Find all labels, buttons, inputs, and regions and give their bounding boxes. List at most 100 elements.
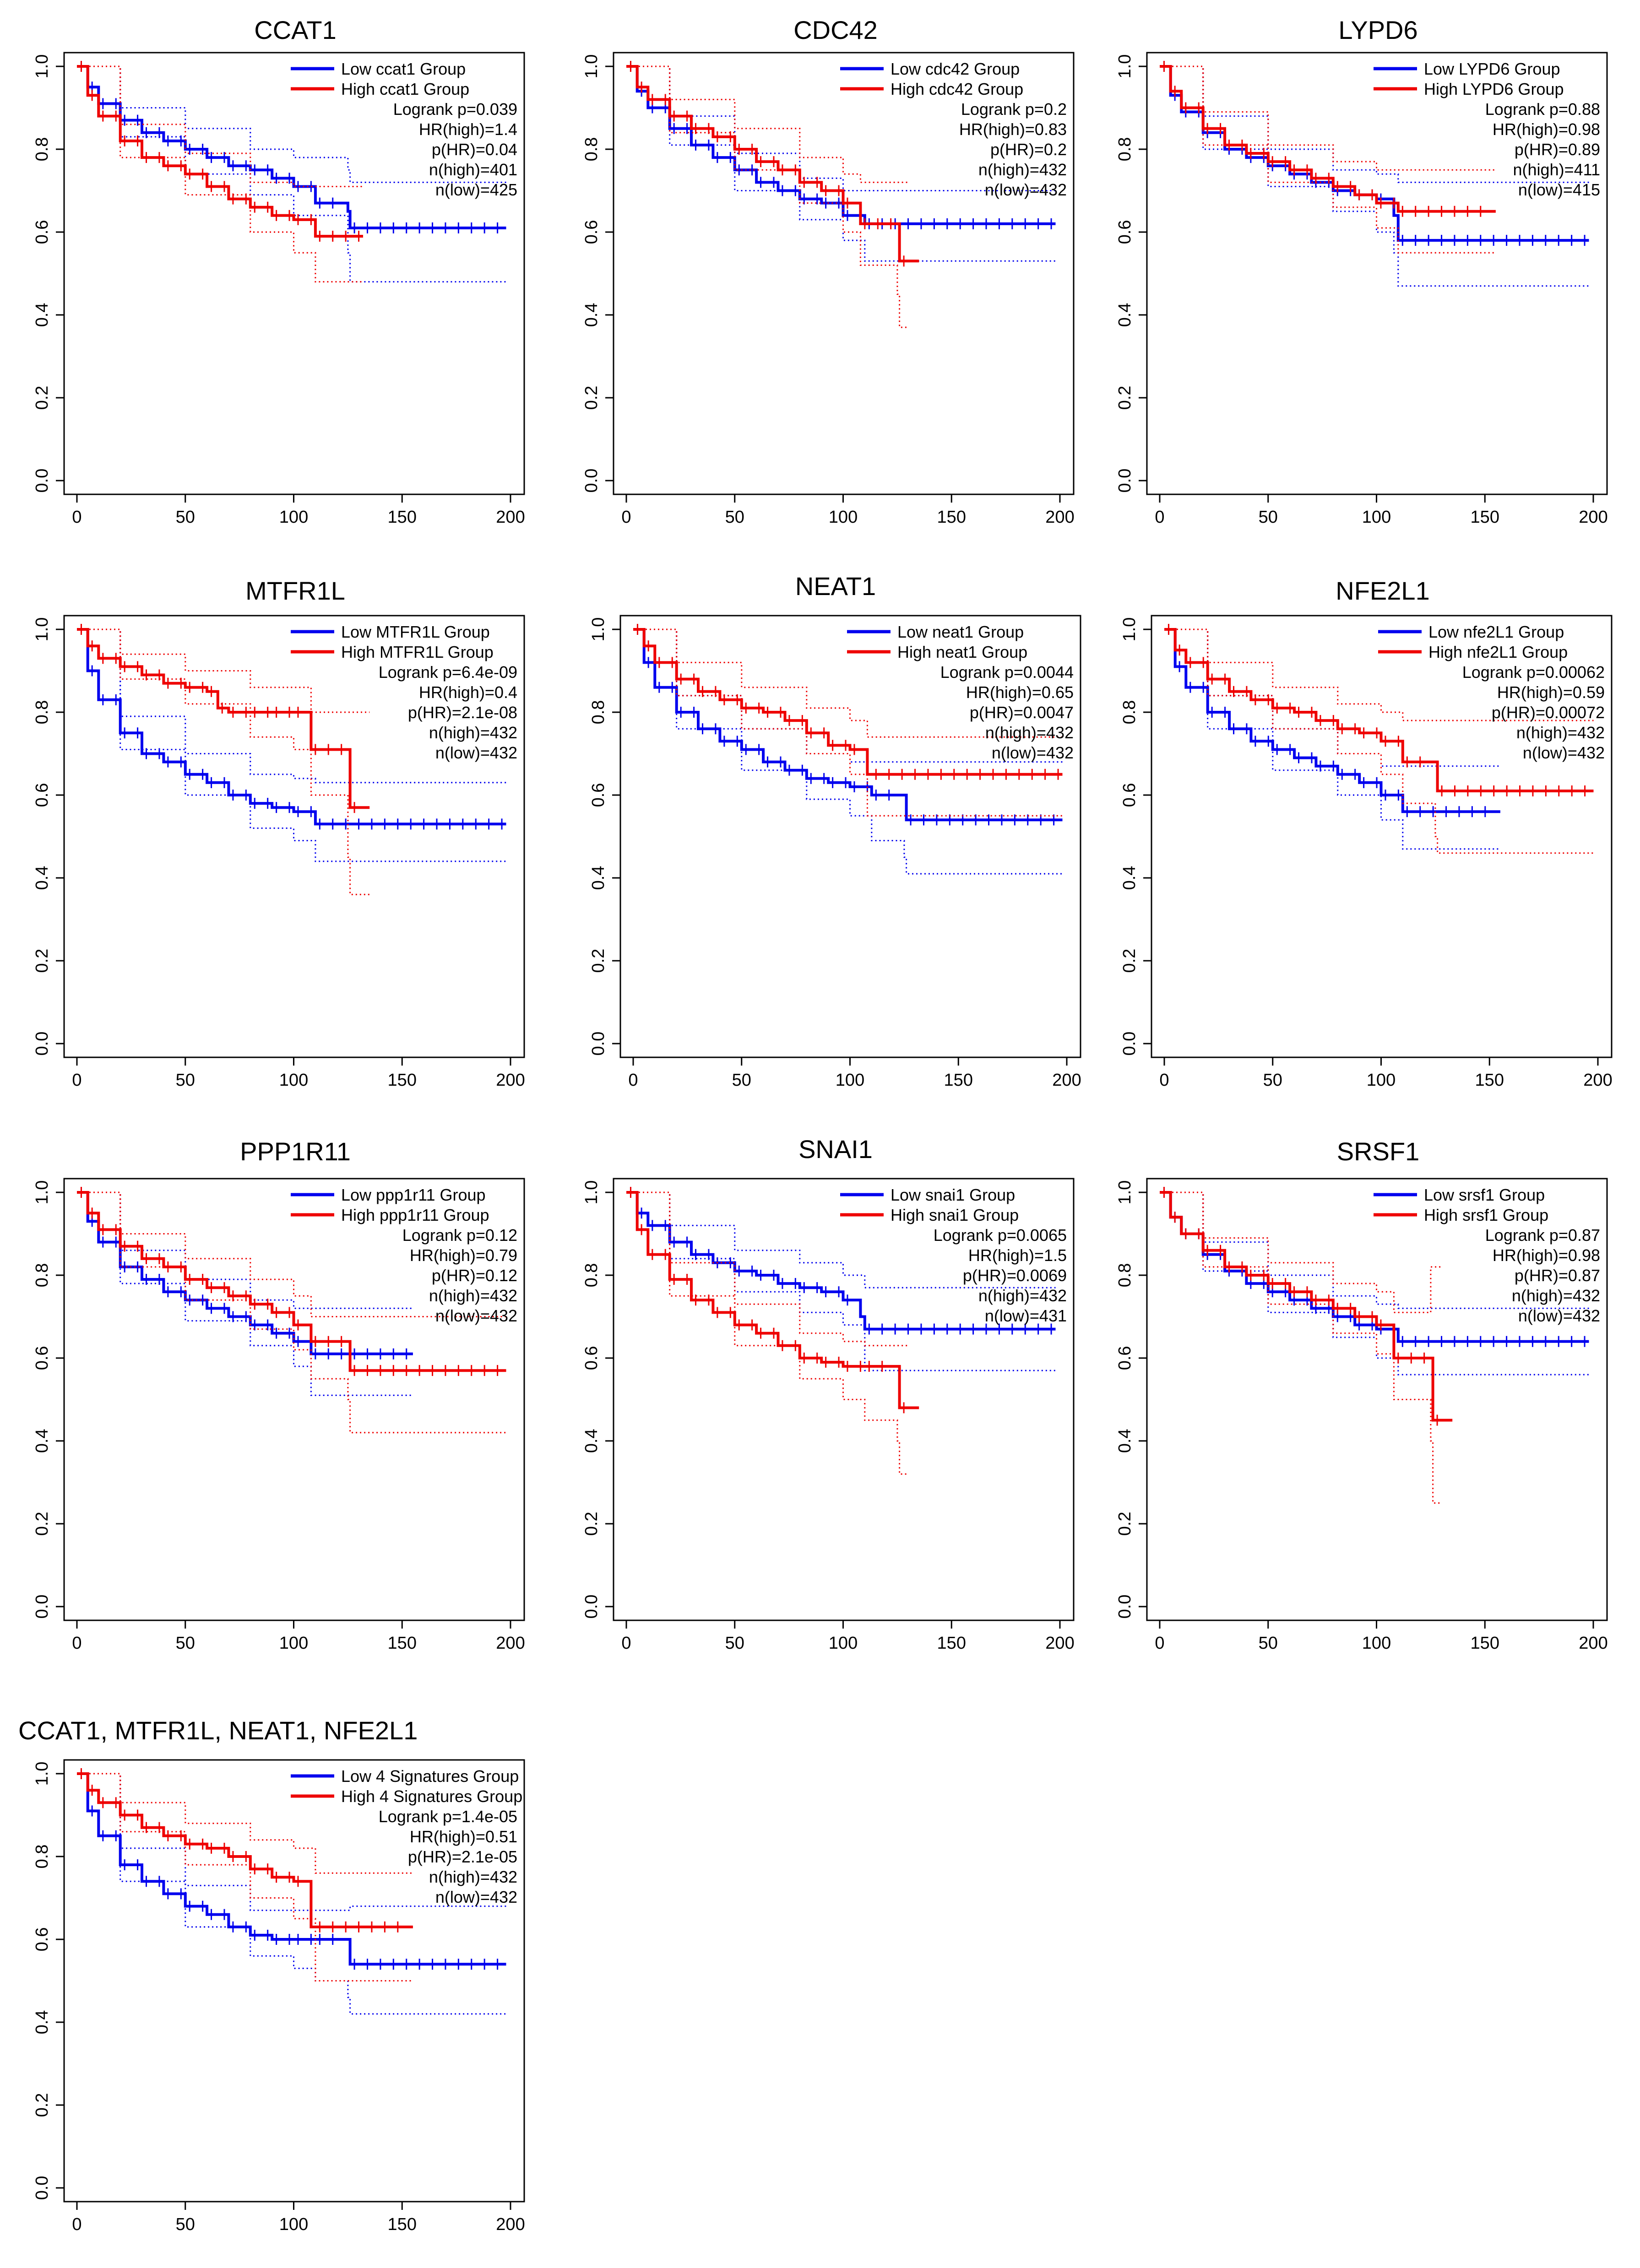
y-tick-label: 0.2 <box>33 386 52 410</box>
stat-line: n(low)=432 <box>985 180 1067 199</box>
x-tick-label: 100 <box>1367 1071 1396 1090</box>
legend-label: High nfe2L1 Group <box>1428 643 1568 661</box>
legend-label: Low MTFR1L Group <box>341 622 490 641</box>
panel-title: LYPD6 <box>1338 16 1417 44</box>
y-tick-label: 0.4 <box>33 303 52 327</box>
stat-line: HR(high)=0.98 <box>1493 1246 1600 1265</box>
x-tick-label: 50 <box>1259 508 1278 527</box>
y-tick-label: 0.4 <box>1115 1429 1135 1453</box>
y-tick-label: 1.0 <box>589 617 608 642</box>
x-tick-label: 50 <box>176 1071 195 1090</box>
high-survival-curve <box>626 65 919 263</box>
stat-line: HR(high)=0.65 <box>966 683 1074 702</box>
y-tick-label: 0.8 <box>33 137 52 162</box>
x-tick-label: 150 <box>388 2215 417 2234</box>
stat-line: p(HR)=0.87 <box>1515 1266 1600 1285</box>
stat-line: n(low)=431 <box>985 1306 1067 1325</box>
high-ci-lower <box>77 1191 506 1434</box>
x-tick-label: 100 <box>279 1071 308 1090</box>
panel-title: MTFR1L <box>245 576 345 605</box>
y-tick-label: 0.2 <box>33 1512 52 1536</box>
stat-line: p(HR)=0.2 <box>990 140 1067 159</box>
x-tick-label: 150 <box>388 1071 417 1090</box>
x-tick-label: 200 <box>1579 1634 1607 1653</box>
x-tick-label: 0 <box>1159 1071 1169 1090</box>
x-tick-label: 50 <box>176 2215 195 2234</box>
x-tick-label: 0 <box>72 508 81 527</box>
km-panel-8: SNAI1 0 50 100 150 200 0.0 0.2 0.4 0.6 0.8 1.0 Low s… <box>582 1135 1075 1653</box>
y-tick-label: 0.6 <box>33 1346 52 1370</box>
y-tick-label: 0.0 <box>589 1032 608 1056</box>
km-panel-10: CCAT1, MTFR1L, NEAT1, NFE2L1 0 50 100 150 200… <box>18 1716 525 2234</box>
panel-title: NFE2L1 <box>1336 576 1429 605</box>
x-tick-label: 200 <box>496 1634 525 1653</box>
y-tick-label: 1.0 <box>33 1180 52 1205</box>
x-tick-label: 100 <box>279 508 308 527</box>
stat-line: Logrank p=0.87 <box>1485 1226 1600 1245</box>
legend-label: High neat1 Group <box>897 643 1027 661</box>
x-tick-label: 0 <box>621 508 631 527</box>
stat-line: Logrank p=0.12 <box>402 1226 517 1245</box>
x-tick-label: 200 <box>1579 508 1607 527</box>
y-tick-label: 0.2 <box>582 386 601 410</box>
km-panel-6: NFE2L1 0 50 100 150 200 0.0 0.2 0.4 0.6 0.8 1.0 Low … <box>1120 576 1613 1090</box>
legend-label: Low LYPD6 Group <box>1424 60 1560 78</box>
stat-line: HR(high)=0.51 <box>410 1827 517 1846</box>
y-tick-label: 0.4 <box>582 1429 601 1453</box>
stat-line: HR(high)=0.83 <box>959 120 1067 139</box>
stat-line: p(HR)=0.0047 <box>970 703 1074 722</box>
low-survival-curve <box>626 1191 1056 1331</box>
y-tick-label: 0.4 <box>33 2010 52 2035</box>
panel-title: CCAT1, MTFR1L, NEAT1, NFE2L1 <box>18 1716 418 1745</box>
x-tick-label: 50 <box>725 508 744 527</box>
panel-title: SNAI1 <box>798 1135 873 1164</box>
panel-title: PPP1R11 <box>240 1137 351 1166</box>
legend-label: Low cdc42 Group <box>891 60 1020 78</box>
low-survival-curve <box>1164 628 1500 813</box>
stat-line: n(high)=432 <box>1516 723 1605 742</box>
stat-line: p(HR)=0.00072 <box>1492 703 1605 722</box>
x-tick-label: 200 <box>496 2215 525 2234</box>
high-ci-lower <box>77 65 363 283</box>
x-tick-label: 200 <box>1045 1634 1074 1653</box>
legend-label: Low ccat1 Group <box>341 60 466 78</box>
x-tick-label: 0 <box>1155 508 1164 527</box>
stat-line: HR(high)=1.5 <box>968 1246 1067 1265</box>
y-tick-label: 0.6 <box>1115 1346 1135 1370</box>
y-tick-label: 0.0 <box>33 469 52 493</box>
y-tick-label: 0.6 <box>33 783 52 807</box>
high-ci-lower <box>1160 65 1496 254</box>
high-ci-upper <box>77 1773 413 1874</box>
stat-line: Logrank p=0.00062 <box>1462 663 1605 682</box>
high-ci-lower <box>77 628 370 895</box>
x-tick-label: 0 <box>72 1634 81 1653</box>
y-tick-label: 0.0 <box>33 2176 52 2200</box>
high-ci-lower <box>1160 1191 1442 1504</box>
y-tick-label: 1.0 <box>582 54 601 79</box>
stat-line: Logrank p=0.0044 <box>940 663 1074 682</box>
y-tick-label: 0.2 <box>589 949 608 973</box>
high-survival-curve <box>626 1191 919 1409</box>
y-tick-label: 1.0 <box>1115 54 1135 79</box>
stat-line: Logrank p=6.4e-09 <box>379 663 517 682</box>
legend-label: High 4 Signatures Group <box>341 1787 522 1806</box>
x-tick-label: 150 <box>1471 508 1499 527</box>
stat-line: p(HR)=0.89 <box>1515 140 1600 159</box>
y-tick-label: 0.0 <box>582 1595 601 1619</box>
low-ci-lower <box>1164 628 1500 850</box>
legend-label: Low ppp1r11 Group <box>341 1185 486 1204</box>
x-tick-label: 100 <box>279 2215 308 2234</box>
legend-label: Low 4 Signatures Group <box>341 1767 519 1786</box>
low-ci-upper <box>77 1191 413 1309</box>
x-tick-label: 100 <box>279 1634 308 1653</box>
y-tick-label: 1.0 <box>33 617 52 642</box>
low-ci-lower <box>77 65 506 283</box>
y-tick-label: 0.8 <box>1115 1263 1135 1288</box>
high-survival-curve <box>77 1772 413 1928</box>
panel-title: SRSF1 <box>1337 1137 1420 1166</box>
x-tick-label: 150 <box>1475 1071 1504 1090</box>
high-ci-lower <box>1164 628 1594 854</box>
stat-line: n(high)=432 <box>1512 1286 1600 1305</box>
high-ci-upper <box>626 1191 908 1347</box>
